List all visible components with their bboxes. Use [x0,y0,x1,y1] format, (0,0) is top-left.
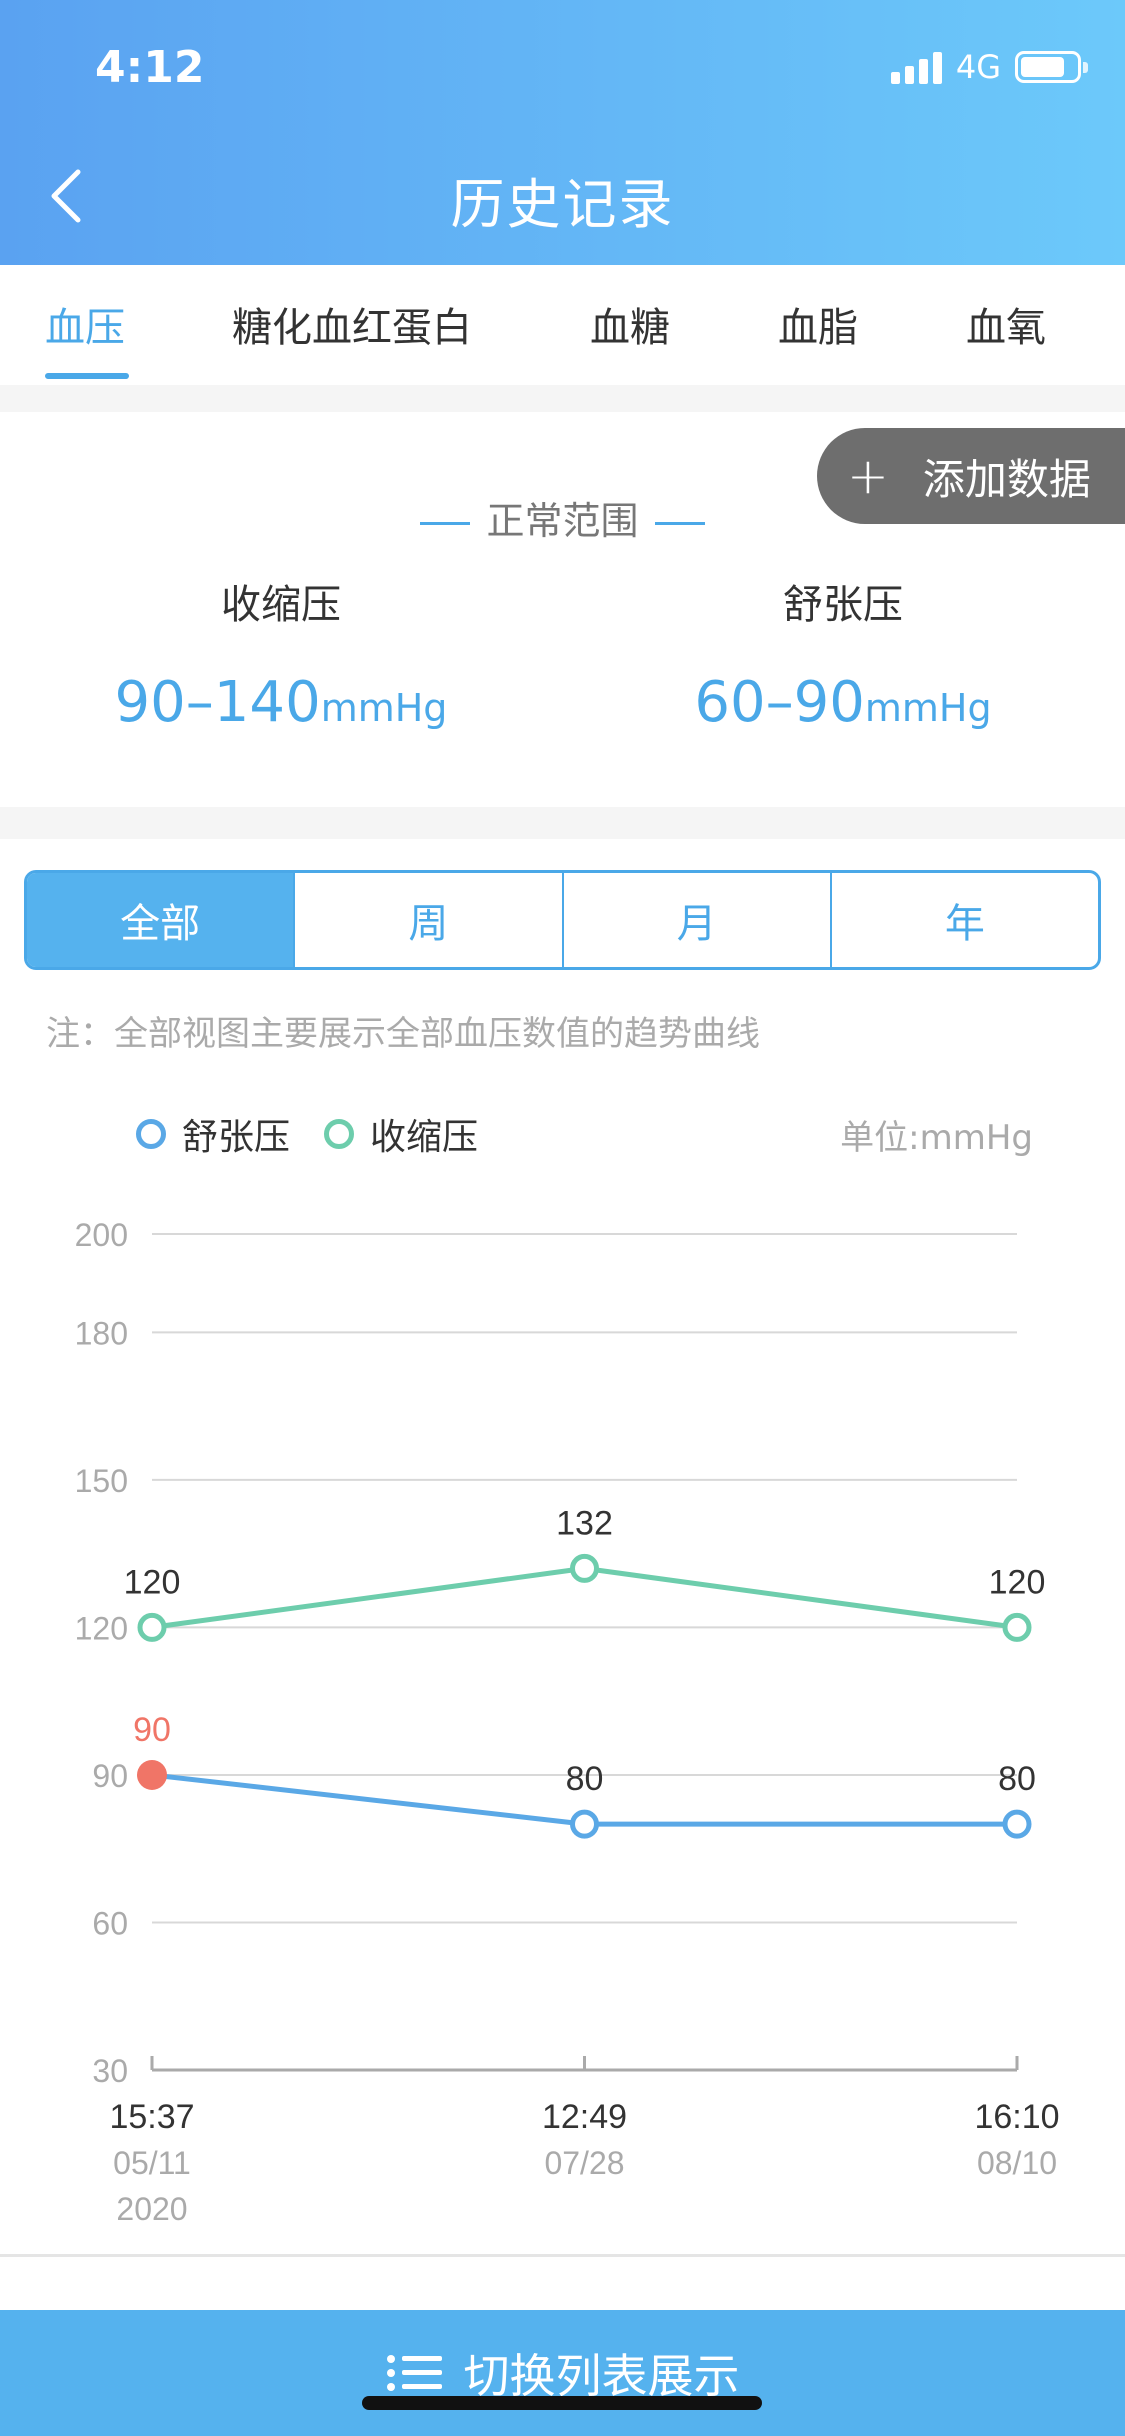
segment-week[interactable]: 周 [293,873,561,967]
y-tick-label: 150 [75,1463,128,1499]
systolic-range: 收缩压 90–140mmHg [0,572,562,735]
y-tick-label: 90 [92,1758,128,1794]
unit-label: 单位:mmHg [840,1118,1033,1158]
home-indicator [362,2396,762,2410]
plus-icon: + [847,447,889,505]
data-point [1002,1809,1032,1839]
normal-range-title: 正常范围 [0,490,1125,545]
y-tick-label: 60 [92,1905,128,1941]
status-time: 4:12 [95,42,205,93]
data-label: 120 [989,1563,1046,1601]
status-bar-right: 4G [890,48,1088,86]
tab-blood-lipid[interactable]: 血脂 [778,305,858,351]
data-point-highlight [137,1759,167,1790]
segment-all[interactable]: 全部 [27,873,294,967]
tab-hba1c[interactable]: 糖化血红蛋白 [232,305,472,351]
y-tick-label: 30 [92,2053,128,2089]
data-label: 80 [566,1760,604,1798]
y-tick-label: 200 [75,1217,128,1253]
data-label: 132 [556,1504,613,1542]
systolic-label: 收缩压 [221,582,341,628]
chevron-left-icon [51,169,81,223]
battery-icon [1015,51,1088,83]
network-type: 4G [955,48,1001,86]
divider [0,807,1125,839]
data-point [137,1612,167,1642]
data-point [570,1809,599,1839]
data-point [1002,1612,1032,1642]
x-tick-date: 08/10 [977,2145,1057,2181]
add-data-label: 添加数据 [922,454,1091,504]
y-tick-label: 120 [75,1610,128,1646]
x-tick-time: 12:49 [542,2098,627,2136]
blood-pressure-chart: 200 180 150 120 90 60 30 15:37 05/11 2020 12:49 07/… [75,1217,1060,2227]
segment-month[interactable]: 月 [561,873,830,967]
signal-icon [890,50,942,84]
x-tick-year: 2020 [116,2191,187,2227]
chart-legend: 舒张压 收缩压 [136,1108,512,1160]
x-tick-time: 16:10 [974,2098,1059,2136]
legend-systolic: 收缩压 [324,1108,478,1160]
header: 4:12 4G 历史记录 [0,0,1125,265]
page-title: 历史记录 [450,173,675,236]
data-label: 90 [133,1711,171,1749]
tab-blood-oxygen[interactable]: 血氧 [966,305,1046,351]
systolic-value: 90–140mmHg [114,670,448,735]
segment-year[interactable]: 年 [829,873,1098,967]
period-segmented-control: 全部 周 月 年 [24,870,1101,970]
tab-blood-pressure[interactable]: 血压 [45,305,125,351]
diastolic-value: 60–90mmHg [694,670,992,735]
tab-blood-sugar[interactable]: 血糖 [590,305,670,351]
list-icon [386,2355,442,2391]
legend-diastolic: 舒张压 [136,1108,290,1160]
category-tabs: 血压 糖化血红蛋白 血糖 血脂 血氧 [0,265,1125,385]
active-tab-indicator [45,373,129,379]
y-tick-label: 180 [75,1315,128,1351]
diastolic-range: 舒张压 60–90mmHg [562,572,1124,735]
legend-diastolic-marker [136,1119,166,1149]
x-tick-date: 05/11 [113,2145,191,2181]
view-note: 注：全部视图主要展示全部血压数值的趋势曲线 [46,1014,760,1054]
diastolic-label: 舒张压 [783,582,903,628]
divider [0,2254,1125,2257]
divider [0,385,1125,412]
legend-systolic-marker [324,1119,355,1149]
switch-list-view-label: 切换列表展示 [463,2349,740,2403]
x-tick-date: 07/28 [544,2145,624,2181]
x-tick-time: 15:37 [109,2098,194,2136]
data-label: 80 [998,1760,1036,1798]
data-point [570,1553,599,1583]
switch-list-view-button[interactable]: 切换列表展示 [0,2310,1125,2436]
data-label: 120 [124,1563,181,1601]
back-button[interactable] [40,160,100,230]
normal-range-card: 正常范围 收缩压 90–140mmHg 舒张压 60–90mmHg + 添加数据 [0,412,1125,807]
add-data-button[interactable]: + 添加数据 [817,428,1125,524]
